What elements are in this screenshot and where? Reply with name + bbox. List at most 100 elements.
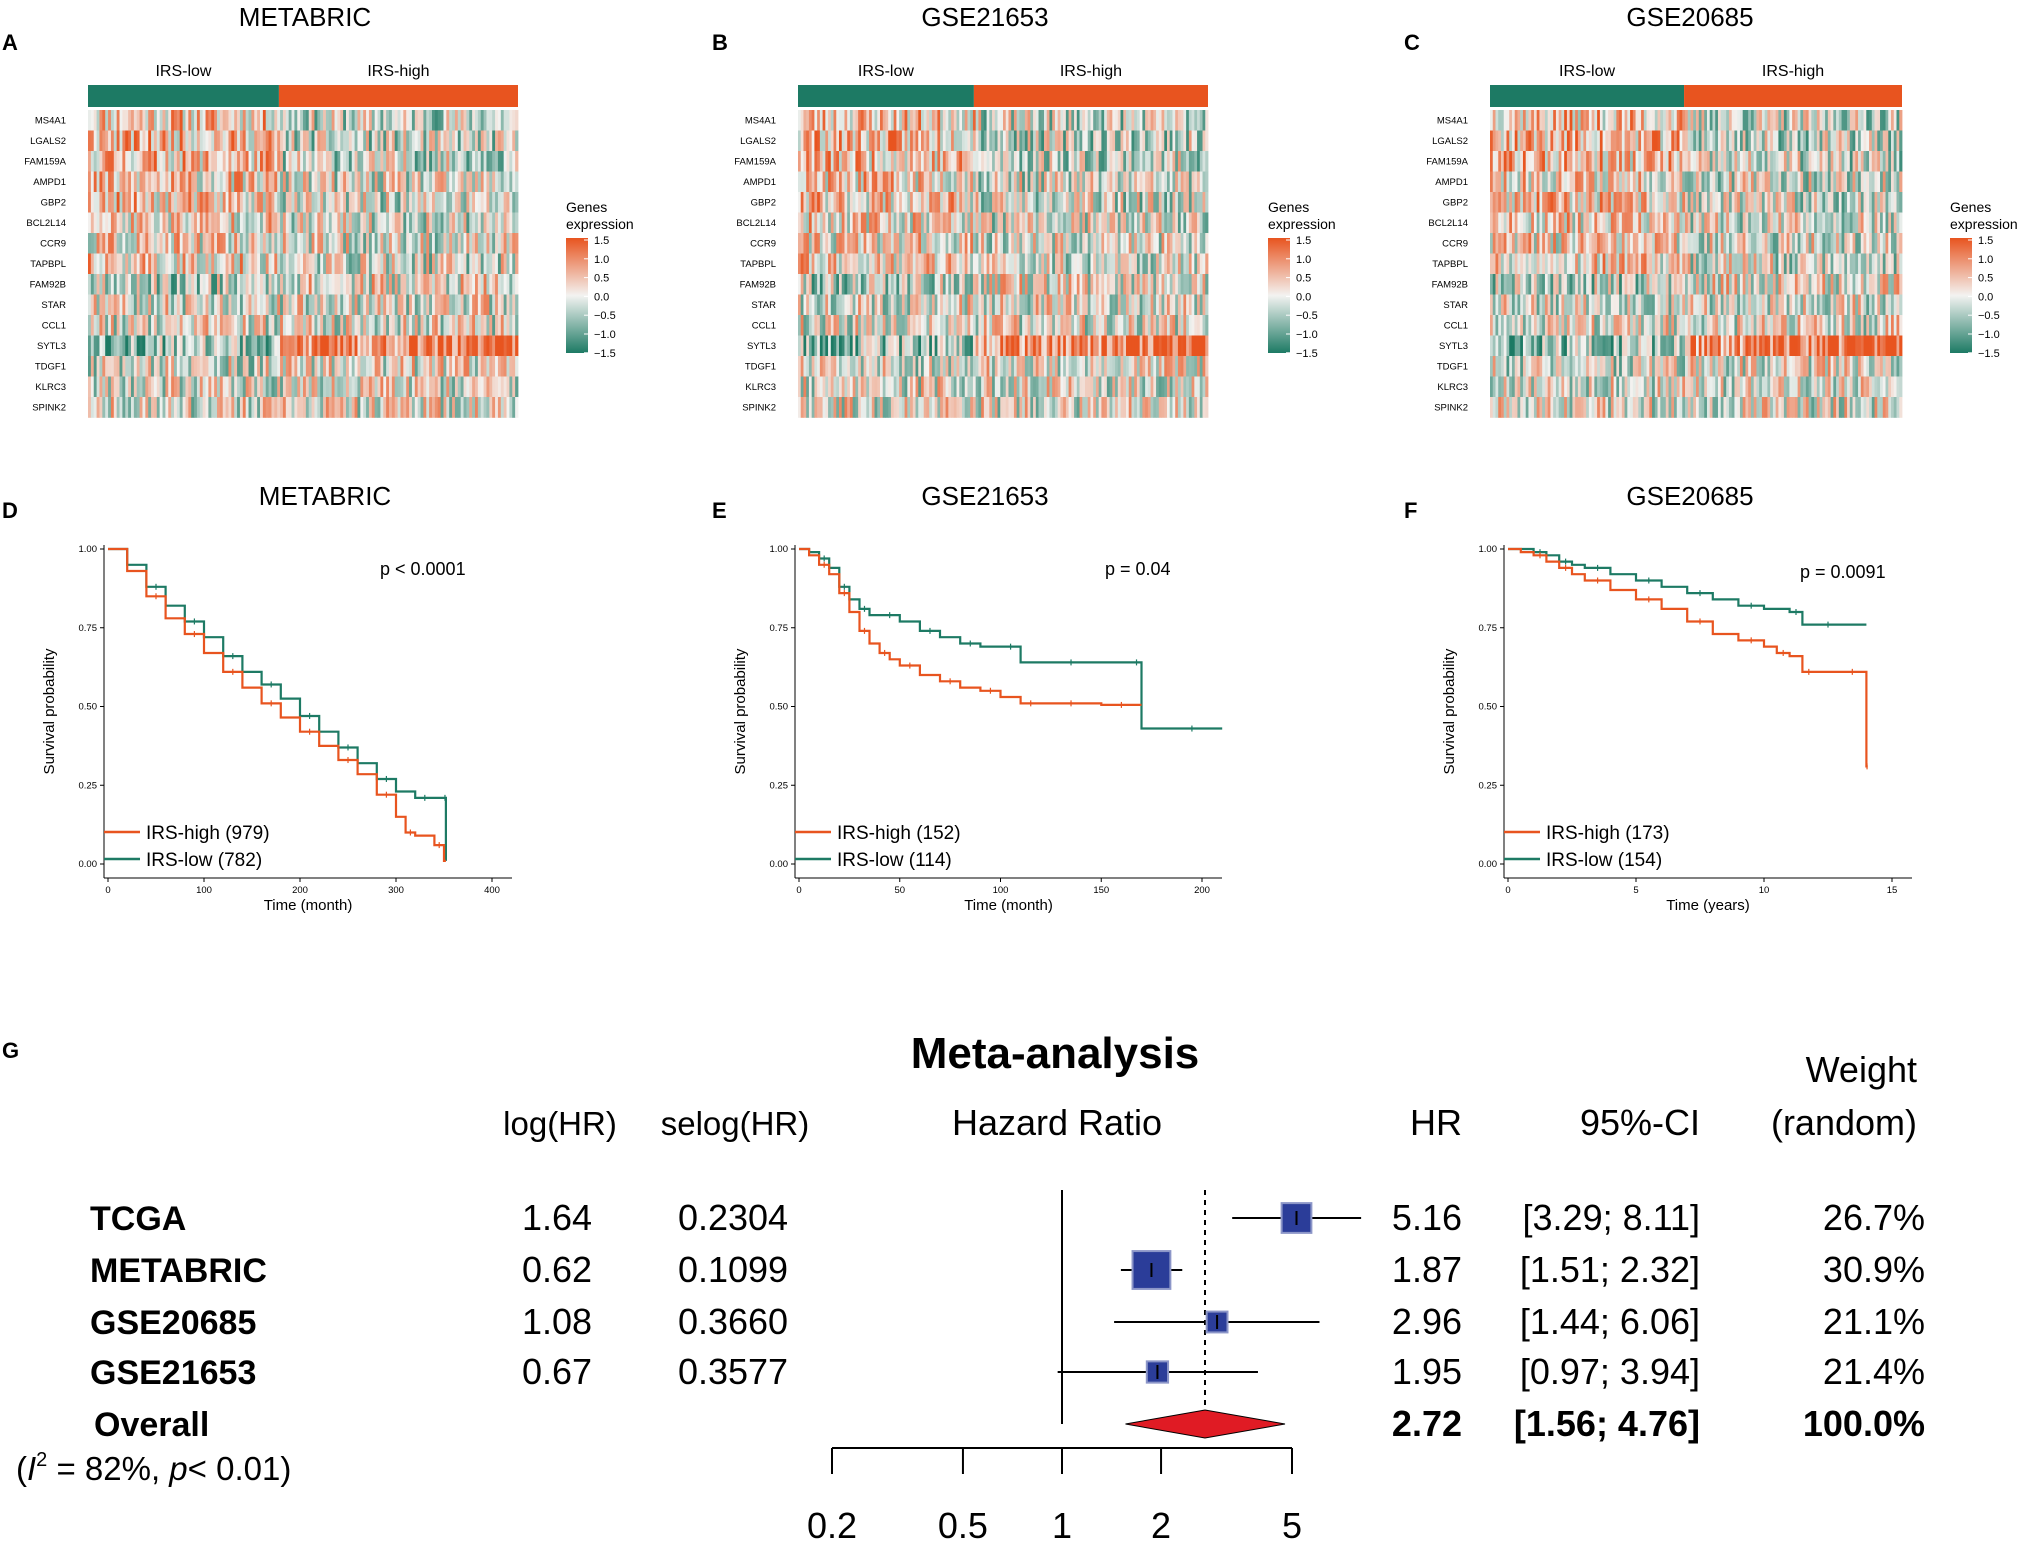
gene-label: STAR: [41, 300, 66, 311]
x-tick-label: 15: [1887, 885, 1898, 896]
gene-label: FAM159A: [734, 156, 776, 167]
gene-label: SYTL3: [1439, 341, 1468, 352]
km-curve-irs-high: [108, 547, 446, 862]
legend-label: IRS-low (782): [146, 850, 262, 871]
study-name: TCGA: [90, 1200, 186, 1238]
legend-tick-label: −0.5: [1296, 310, 1318, 322]
gene-label: KLRC3: [745, 382, 776, 393]
heatmap-cells: [798, 110, 1209, 418]
gene-label: MS4A1: [35, 115, 66, 126]
gene-label: FAM92B: [740, 279, 776, 290]
legend-tick-label: 0.5: [1978, 273, 1993, 285]
legend-label: IRS-high (152): [837, 823, 961, 844]
km-title: GSE20685: [1626, 481, 1753, 511]
legend-title: expression: [1950, 216, 2018, 232]
x-tick-label: 150: [1093, 885, 1109, 896]
heatmap-title: METABRIC: [239, 2, 371, 32]
overall-hr: 2.72: [1392, 1403, 1462, 1444]
study-weight: 30.9%: [1823, 1249, 1925, 1290]
study-hr: 2.96: [1392, 1301, 1462, 1342]
gene-label: AMPD1: [1435, 177, 1468, 188]
gene-label: TDGF1: [745, 361, 776, 372]
legend-colorbar: [1950, 238, 1972, 353]
study-ci: [1.51; 2.32]: [1520, 1249, 1700, 1290]
legend-tick-label: 0.0: [1978, 291, 1993, 303]
km-panel-gse21653: GSE21653 0.00 0.25 0.50 0.75 1.00 0 50 100 150 200…: [732, 481, 1223, 914]
legend-tick-label: −1.0: [1296, 329, 1318, 341]
study-weight: 21.4%: [1823, 1351, 1925, 1392]
y-tick-label: 0.00: [770, 859, 789, 870]
km-panel-gse20685: GSE20685 0.00 0.25 0.50 0.75 1.00 0 5 10 15 Time (…: [1441, 481, 1912, 914]
heatmap-title: GSE21653: [921, 2, 1048, 32]
x-tick-label: 0: [1505, 885, 1510, 896]
legend-tick-label: 1.0: [1296, 254, 1311, 266]
study-weight: 26.7%: [1823, 1197, 1925, 1238]
heatmap-cells: [1490, 110, 1903, 418]
study-weight: 21.1%: [1823, 1301, 1925, 1342]
km-curve-irs-high: [799, 547, 1142, 706]
y-tick-label: 0.75: [79, 623, 98, 634]
panel-letter-g: G: [2, 1038, 19, 1063]
km-curve-irs-high: [1508, 547, 1868, 768]
y-tick-label: 0.25: [770, 780, 789, 791]
header-hazard-ratio: Hazard Ratio: [952, 1102, 1162, 1143]
forest-x-tick-label: 0.5: [938, 1505, 988, 1541]
legend-tick-label: 1.5: [1978, 235, 1993, 247]
x-tick-label: 400: [484, 885, 500, 896]
y-tick-label: 0.25: [1479, 780, 1498, 791]
legend-tick-label: 1.0: [1978, 254, 1993, 266]
gene-label: SYTL3: [747, 341, 776, 352]
y-tick-label: 1.00: [770, 544, 789, 555]
p-value: p = 0.0091: [1800, 562, 1886, 582]
gene-label: SPINK2: [32, 402, 66, 413]
forest-plot-panel: Meta-analysis log(HR) selog(HR) Hazard R…: [16, 1029, 1925, 1541]
study-loghr: 1.64: [522, 1197, 592, 1238]
legend-tick-label: 1.5: [594, 235, 609, 247]
gene-label: STAR: [751, 300, 776, 311]
x-tick-label: 5: [1633, 885, 1638, 896]
gene-label: TAPBPL: [1432, 259, 1468, 270]
legend-tick-label: −1.5: [1296, 348, 1318, 360]
gene-label: TAPBPL: [740, 259, 776, 270]
legend-tick-label: 1.5: [1296, 235, 1311, 247]
y-tick-label: 0.50: [770, 702, 789, 713]
overall-ci: [1.56; 4.76]: [1514, 1403, 1700, 1444]
forest-x-tick-label: 0.2: [807, 1505, 857, 1541]
legend-title: Genes: [1268, 199, 1309, 215]
gene-label: FAM92B: [30, 279, 66, 290]
gene-label: TAPBPL: [30, 259, 66, 270]
gene-label: FAM92B: [1432, 279, 1468, 290]
gene-label: KLRC3: [35, 382, 66, 393]
study-loghr: 0.67: [522, 1351, 592, 1392]
legend-label: IRS-low (114): [837, 850, 952, 871]
y-tick-label: 0.75: [770, 623, 789, 634]
x-tick-label: 10: [1759, 885, 1770, 896]
group-bar-high: [973, 85, 1208, 107]
x-axis-label: Time (month): [264, 897, 353, 914]
gene-label: BCL2L14: [736, 218, 776, 229]
gene-label: CCL1: [42, 320, 66, 331]
legend-tick-label: −1.0: [1978, 329, 2000, 341]
gene-label: SYTL3: [37, 341, 66, 352]
study-loghr: 0.62: [522, 1249, 592, 1290]
gene-label: FAM159A: [24, 156, 66, 167]
legend-tick-label: −0.5: [1978, 310, 2000, 322]
y-tick-label: 0.75: [1479, 623, 1498, 634]
x-axis-label: Time (month): [964, 897, 1053, 914]
y-tick-label: 0.00: [1479, 859, 1498, 870]
panel-letter-b: B: [712, 30, 728, 55]
study-selog: 0.1099: [678, 1249, 788, 1290]
legend-colorbar: [566, 238, 588, 353]
legend-tick-label: 0.0: [594, 291, 609, 303]
gene-label: STAR: [1443, 300, 1468, 311]
panel-letter-c: C: [1404, 30, 1420, 55]
group-label-low: IRS-low: [155, 63, 211, 80]
gene-label: FAM159A: [1426, 156, 1468, 167]
gene-label: GBP2: [1443, 197, 1468, 208]
panel-letter-e: E: [712, 498, 727, 523]
p-value: p = 0.04: [1105, 559, 1171, 579]
p-value: p < 0.0001: [380, 559, 466, 579]
group-label-high: IRS-high: [1762, 63, 1824, 80]
x-tick-label: 50: [894, 885, 905, 896]
overall-name: Overall: [94, 1406, 209, 1444]
